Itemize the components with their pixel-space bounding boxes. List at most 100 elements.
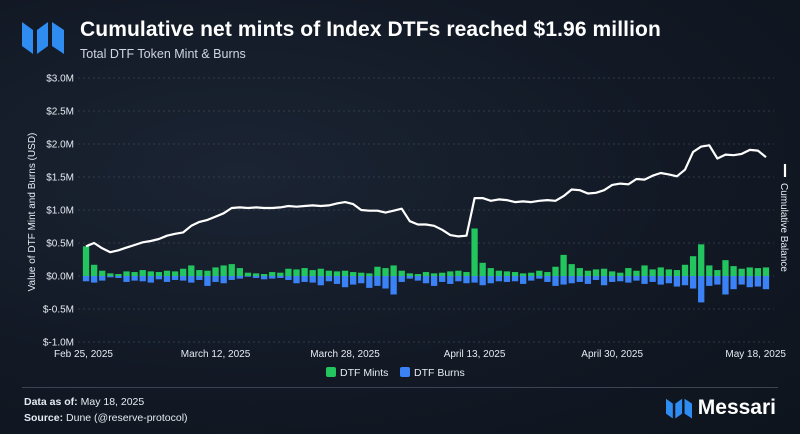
mint-bar — [366, 273, 373, 276]
y-tick-label: $3.0M — [46, 74, 74, 85]
burn-bar — [260, 276, 268, 280]
mint-bar — [252, 273, 260, 276]
messari-logo-mark — [22, 22, 64, 54]
burn-bar — [349, 276, 357, 285]
data-as-of-value: May 18, 2025 — [80, 396, 145, 408]
burn-bar — [592, 276, 600, 280]
mint-bar — [155, 272, 163, 276]
mint-bar — [398, 270, 405, 276]
burn-bar — [633, 276, 640, 281]
mint-bar — [196, 270, 203, 276]
mint-bar — [301, 268, 308, 276]
burn-bar — [706, 276, 713, 286]
x-tick-label: March 12, 2025 — [181, 349, 251, 360]
burn-bar — [131, 276, 138, 281]
mint-bar — [123, 271, 130, 276]
burn-bar — [698, 276, 705, 303]
burn-bar — [422, 276, 430, 284]
burn-bars — [82, 276, 770, 303]
mint-bar — [285, 268, 292, 276]
mint-bar — [609, 271, 616, 276]
burn-bar — [171, 276, 179, 280]
burn-bar — [463, 276, 470, 284]
mint-bar — [754, 268, 762, 276]
mint-bar — [382, 268, 389, 276]
burn-bar — [277, 276, 284, 278]
burn-bar — [155, 276, 163, 280]
mint-bar — [390, 265, 397, 276]
mint-bar — [665, 269, 672, 276]
burn-bar — [689, 276, 697, 289]
y-tick-label: $1.5M — [46, 173, 74, 184]
burn-bar — [746, 276, 753, 288]
burn-bar — [285, 276, 292, 280]
y-tick-label: $2.0M — [46, 140, 74, 151]
burn-bar — [730, 276, 737, 290]
burn-bar — [252, 276, 260, 278]
mint-bar — [673, 270, 681, 276]
mint-bar — [649, 269, 656, 276]
mint-bar — [349, 272, 357, 276]
burn-bar — [455, 276, 462, 282]
mint-bar — [90, 264, 98, 276]
burn-bar — [609, 276, 616, 282]
mint-bar — [163, 270, 171, 276]
mint-bar — [180, 268, 187, 276]
legend-label-burns: DTF Burns — [414, 367, 465, 379]
burn-bar — [600, 276, 608, 286]
burn-bar — [738, 276, 745, 285]
burn-bar — [649, 276, 656, 282]
mint-bar — [641, 265, 648, 276]
mint-bar — [592, 269, 600, 276]
mint-bar — [212, 267, 219, 276]
burn-bar — [471, 276, 478, 283]
burn-bar — [714, 276, 721, 285]
mint-bar — [528, 272, 535, 276]
mint-bar — [455, 270, 462, 276]
mint-bar — [220, 265, 227, 276]
mint-bar — [269, 272, 276, 276]
y-tick-label: $0.5M — [46, 239, 74, 250]
grid — [78, 77, 774, 343]
chart-subtitle: Total DTF Token Mint & Burns — [80, 47, 246, 61]
mint-bar — [657, 267, 664, 276]
source-label: Source: — [24, 412, 64, 424]
x-tick-label: May 18, 2025 — [725, 349, 786, 360]
mint-bar — [746, 267, 753, 276]
mint-bar — [439, 272, 446, 276]
burn-bar — [430, 276, 438, 286]
y2-axis-legend: Cumulative Balance — [778, 164, 789, 272]
burn-bar — [358, 276, 365, 284]
burn-bar — [99, 276, 106, 281]
mint-bar — [730, 266, 737, 276]
mint-bar — [698, 244, 705, 276]
mint-bar — [689, 256, 697, 276]
mint-bar — [374, 266, 381, 276]
mint-bar — [568, 264, 575, 276]
burn-bar — [180, 276, 187, 281]
burn-bar — [625, 276, 632, 283]
burn-bar — [762, 276, 770, 290]
burn-bar — [406, 276, 413, 279]
source-value: Dune (@reserve-protocol) — [66, 412, 188, 424]
mint-bar — [706, 265, 713, 276]
burn-bar — [317, 276, 324, 286]
burn-bar — [333, 276, 341, 284]
mint-bar — [115, 274, 122, 276]
mint-bar — [722, 260, 729, 276]
burn-bar — [511, 276, 519, 282]
legend-swatch-mints — [326, 367, 336, 377]
burn-bar — [293, 276, 300, 284]
burn-bar — [657, 276, 664, 285]
burn-bar — [495, 276, 503, 282]
mint-bar — [309, 270, 316, 276]
burn-bar — [398, 276, 405, 282]
mint-bar — [600, 268, 608, 276]
y-axis-label: Value of DTF Mint and Burns (USD) — [27, 133, 38, 292]
mint-bar — [617, 272, 624, 276]
legend-label-mints: DTF Mints — [340, 367, 388, 379]
burn-bar — [519, 276, 527, 284]
mint-bar — [236, 268, 243, 276]
burn-bar — [228, 276, 235, 280]
mint-bar — [325, 270, 333, 276]
